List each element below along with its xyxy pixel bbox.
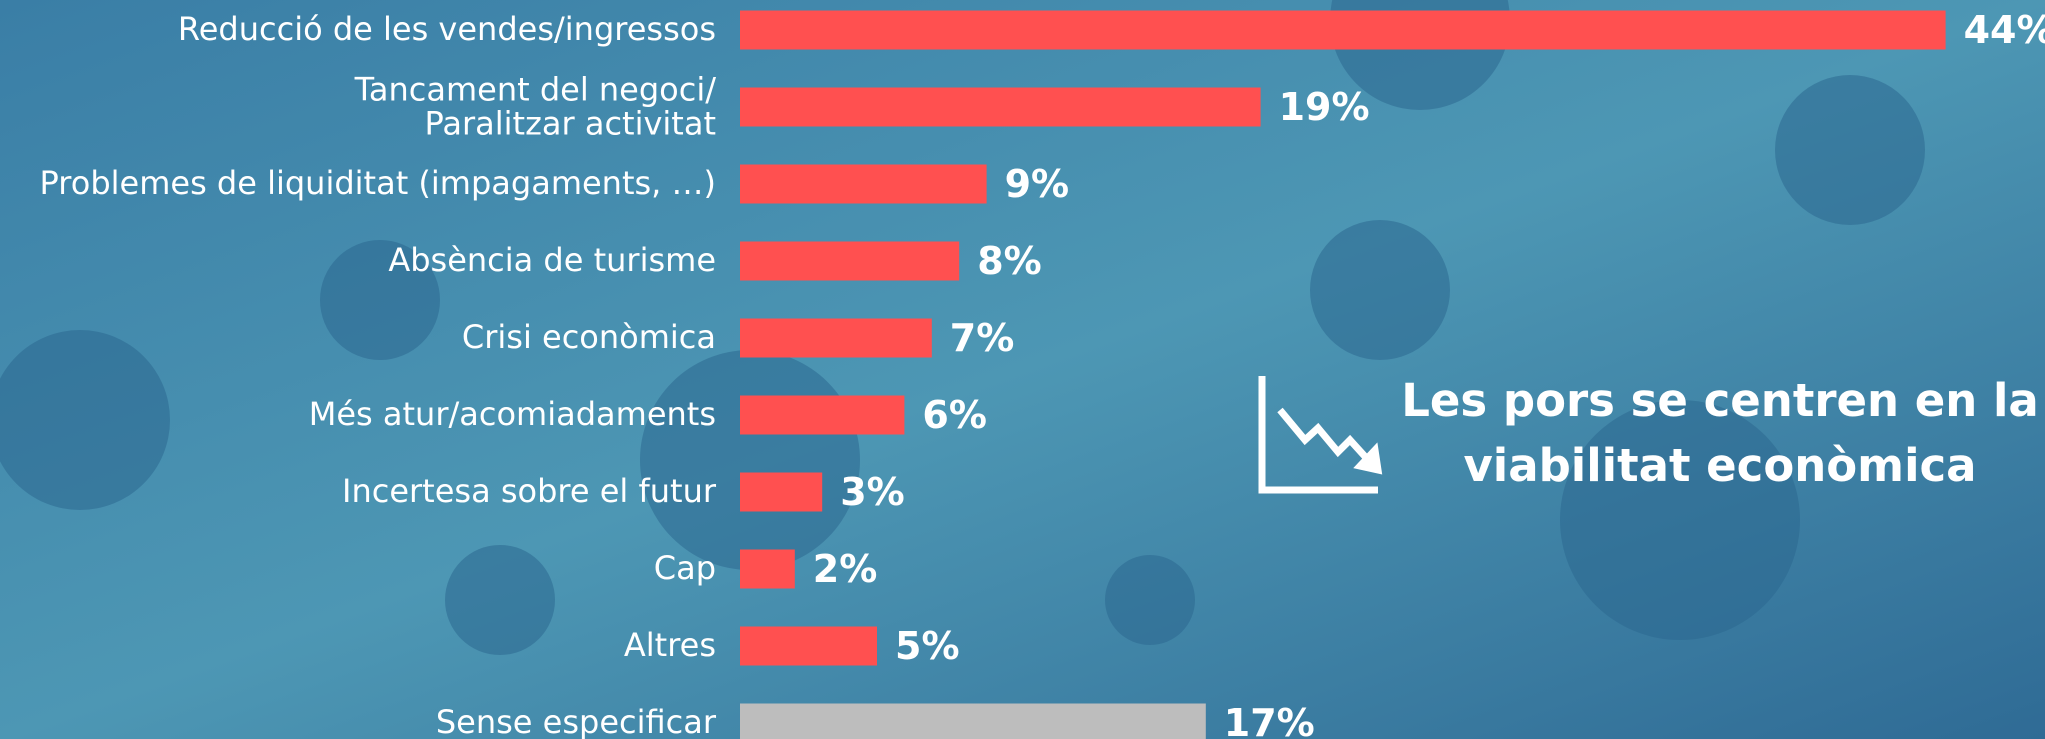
bar	[740, 164, 987, 204]
category-label: Tancament del negoci/ Paralitzar activit…	[354, 70, 716, 142]
bar	[740, 472, 823, 512]
category-label: Altres	[623, 626, 716, 665]
category-label: Incertesa sobre el futur	[342, 472, 716, 511]
category-label: Cap	[653, 549, 716, 588]
value-label: 2%	[812, 547, 878, 591]
value-label: 3%	[840, 470, 905, 514]
bar	[740, 10, 1946, 50]
value-label: 17%	[1223, 701, 1315, 739]
category-label: Problemes de liquiditat (impagaments, …)	[39, 164, 716, 203]
bar	[740, 626, 877, 666]
annotation: Les pors se centren en la viabilitat eco…	[1401, 374, 2039, 493]
bar	[740, 703, 1206, 739]
value-label: 6%	[922, 393, 987, 437]
trend-icon	[1258, 376, 1383, 494]
category-label: Absència de turisme	[388, 241, 716, 280]
bar	[740, 87, 1261, 127]
bar	[740, 395, 905, 435]
category-label: Sense especificar	[435, 703, 716, 739]
value-label: 7%	[949, 316, 1015, 360]
category-label: Crisi econòmica	[461, 318, 716, 357]
value-label: 19%	[1278, 85, 1370, 129]
value-label: 5%	[895, 624, 960, 668]
category-label: Reducció de les vendes/ingressos	[177, 10, 716, 49]
category-label: Més atur/acomiadaments	[308, 395, 716, 434]
virus-decor	[0, 0, 1925, 655]
value-label: 8%	[977, 239, 1042, 283]
bar	[740, 549, 795, 589]
bar	[740, 318, 932, 358]
bar	[740, 241, 960, 281]
value-label: 9%	[1004, 162, 1070, 206]
value-label: 44%	[1963, 8, 2045, 52]
